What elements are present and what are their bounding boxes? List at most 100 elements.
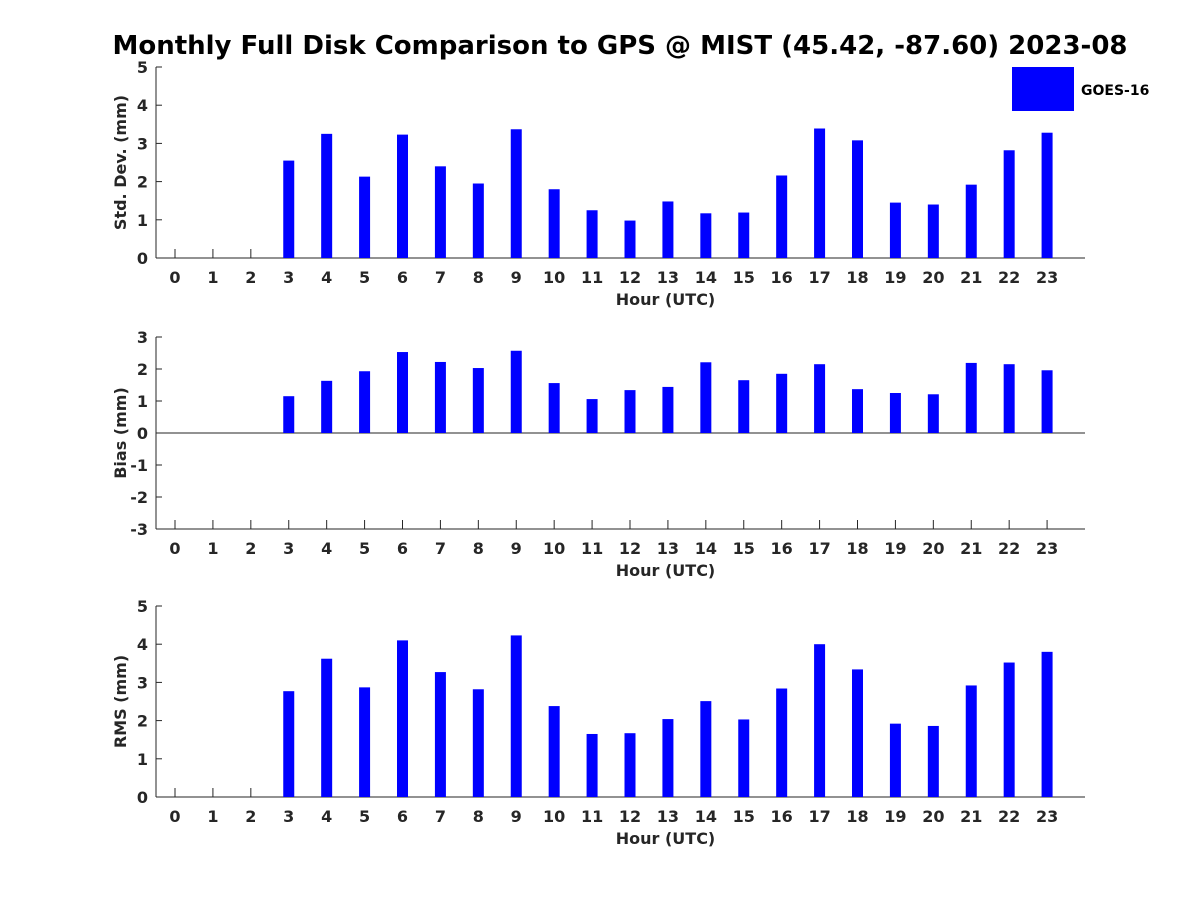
x-tick-label-stddev: 4 (321, 268, 332, 287)
bar-stddev-hour-21 (965, 184, 977, 258)
x-tick-label-rms: 20 (922, 807, 944, 826)
x-tick-label-stddev: 13 (657, 268, 679, 287)
x-axis-label-rms: Hour (UTC) (616, 829, 716, 848)
x-tick-label-stddev: 1 (207, 268, 218, 287)
x-tick-label-stddev: 20 (922, 268, 944, 287)
bar-rms-hour-16 (776, 688, 788, 797)
bar-bias-hour-14 (700, 362, 712, 433)
x-tick-label-bias: 12 (619, 539, 641, 558)
x-tick-label-bias: 10 (543, 539, 565, 558)
bar-stddev-hour-17 (814, 128, 826, 258)
bar-stddev-hour-9 (510, 129, 522, 258)
bar-rms-hour-10 (548, 706, 560, 797)
y-tick-label-stddev: 3 (137, 134, 148, 153)
x-tick-label-bias: 8 (473, 539, 484, 558)
legend-label-goes16: GOES-16 (1081, 83, 1149, 99)
bar-rms-hour-4 (321, 658, 333, 797)
bar-bias-hour-18 (852, 389, 863, 433)
x-tick-label-rms: 4 (321, 807, 332, 826)
y-tick-label-bias: -2 (130, 488, 148, 507)
y-tick-label-rms: 4 (137, 635, 148, 654)
bar-bias-hour-23 (1041, 370, 1053, 433)
bar-rms-hour-21 (965, 685, 977, 797)
legend-swatch-goes16 (1012, 67, 1074, 111)
bar-bias-hour-22 (1003, 364, 1015, 433)
bar-stddev-hour-8 (472, 183, 484, 258)
x-tick-label-rms: 2 (245, 807, 256, 826)
y-tick-label-stddev: 2 (137, 173, 148, 192)
y-tick-label-stddev: 4 (137, 96, 148, 115)
bar-bias-hour-4 (321, 380, 333, 433)
x-tick-label-stddev: 8 (473, 268, 484, 287)
bar-bias-hour-9 (510, 350, 522, 433)
x-tick-label-bias: 7 (435, 539, 446, 558)
x-tick-label-rms: 21 (960, 807, 982, 826)
bar-stddev-hour-15 (738, 212, 750, 258)
bar-rms-hour-8 (472, 689, 484, 797)
x-tick-label-rms: 5 (359, 807, 370, 826)
x-tick-label-rms: 22 (998, 807, 1020, 826)
bar-bias-hour-8 (472, 368, 484, 433)
x-tick-label-bias: 21 (960, 539, 982, 558)
bar-bias-hour-20 (927, 394, 939, 433)
x-tick-label-rms: 14 (695, 807, 717, 826)
x-tick-label-rms: 19 (884, 807, 906, 826)
x-tick-label-rms: 18 (846, 807, 868, 826)
x-tick-label-stddev: 15 (733, 268, 755, 287)
y-tick-label-rms: 3 (137, 673, 148, 692)
bar-bias-hour-21 (965, 362, 977, 433)
x-tick-label-rms: 1 (207, 807, 218, 826)
x-tick-label-rms: 10 (543, 807, 565, 826)
x-tick-label-rms: 23 (1036, 807, 1058, 826)
x-tick-label-bias: 18 (846, 539, 868, 558)
x-tick-label-rms: 13 (657, 807, 679, 826)
x-tick-label-stddev: 14 (695, 268, 717, 287)
y-axis-label-stddev: Std. Dev. (mm) (111, 95, 130, 230)
bar-stddev-hour-6 (397, 134, 408, 258)
x-tick-label-stddev: 22 (998, 268, 1020, 287)
bar-rms-hour-18 (852, 669, 863, 797)
x-tick-label-bias: 5 (359, 539, 370, 558)
bar-stddev-hour-3 (283, 160, 295, 258)
bar-stddev-hour-18 (852, 140, 863, 258)
bar-bias-hour-19 (889, 393, 901, 433)
bar-stddev-hour-5 (359, 176, 371, 258)
x-tick-label-stddev: 7 (435, 268, 446, 287)
y-tick-label-rms: 0 (137, 788, 148, 807)
bar-bias-hour-16 (776, 373, 788, 433)
bar-rms-hour-6 (397, 640, 408, 797)
x-axis-label-stddev: Hour (UTC) (616, 290, 716, 309)
bar-bias-hour-17 (814, 364, 826, 433)
x-tick-label-rms: 9 (511, 807, 522, 826)
x-tick-label-stddev: 11 (581, 268, 603, 287)
x-tick-label-rms: 15 (733, 807, 755, 826)
bar-rms-hour-11 (586, 733, 598, 797)
x-tick-label-bias: 3 (283, 539, 294, 558)
x-tick-label-rms: 6 (397, 807, 408, 826)
x-tick-label-bias: 9 (511, 539, 522, 558)
x-tick-label-rms: 11 (581, 807, 603, 826)
bar-rms-hour-9 (510, 635, 522, 797)
bar-stddev-hour-22 (1003, 150, 1015, 258)
x-tick-label-stddev: 3 (283, 268, 294, 287)
x-tick-label-stddev: 18 (846, 268, 868, 287)
x-tick-label-bias: 19 (884, 539, 906, 558)
x-tick-label-bias: 6 (397, 539, 408, 558)
x-tick-label-bias: 13 (657, 539, 679, 558)
x-tick-label-bias: 14 (695, 539, 717, 558)
bar-bias-hour-6 (397, 352, 408, 433)
bar-rms-hour-22 (1003, 662, 1015, 797)
bar-rms-hour-5 (359, 687, 371, 797)
y-tick-label-bias: 2 (137, 360, 148, 379)
bar-rms-hour-17 (814, 644, 826, 797)
x-tick-label-stddev: 19 (884, 268, 906, 287)
figure-title: Monthly Full Disk Comparison to GPS @ MI… (112, 31, 1127, 61)
bar-rms-hour-20 (927, 725, 939, 797)
bar-stddev-hour-13 (662, 201, 674, 258)
bar-stddev-hour-16 (776, 175, 788, 258)
bar-stddev-hour-19 (889, 202, 901, 258)
x-tick-label-bias: 15 (733, 539, 755, 558)
x-tick-label-bias: 16 (771, 539, 793, 558)
